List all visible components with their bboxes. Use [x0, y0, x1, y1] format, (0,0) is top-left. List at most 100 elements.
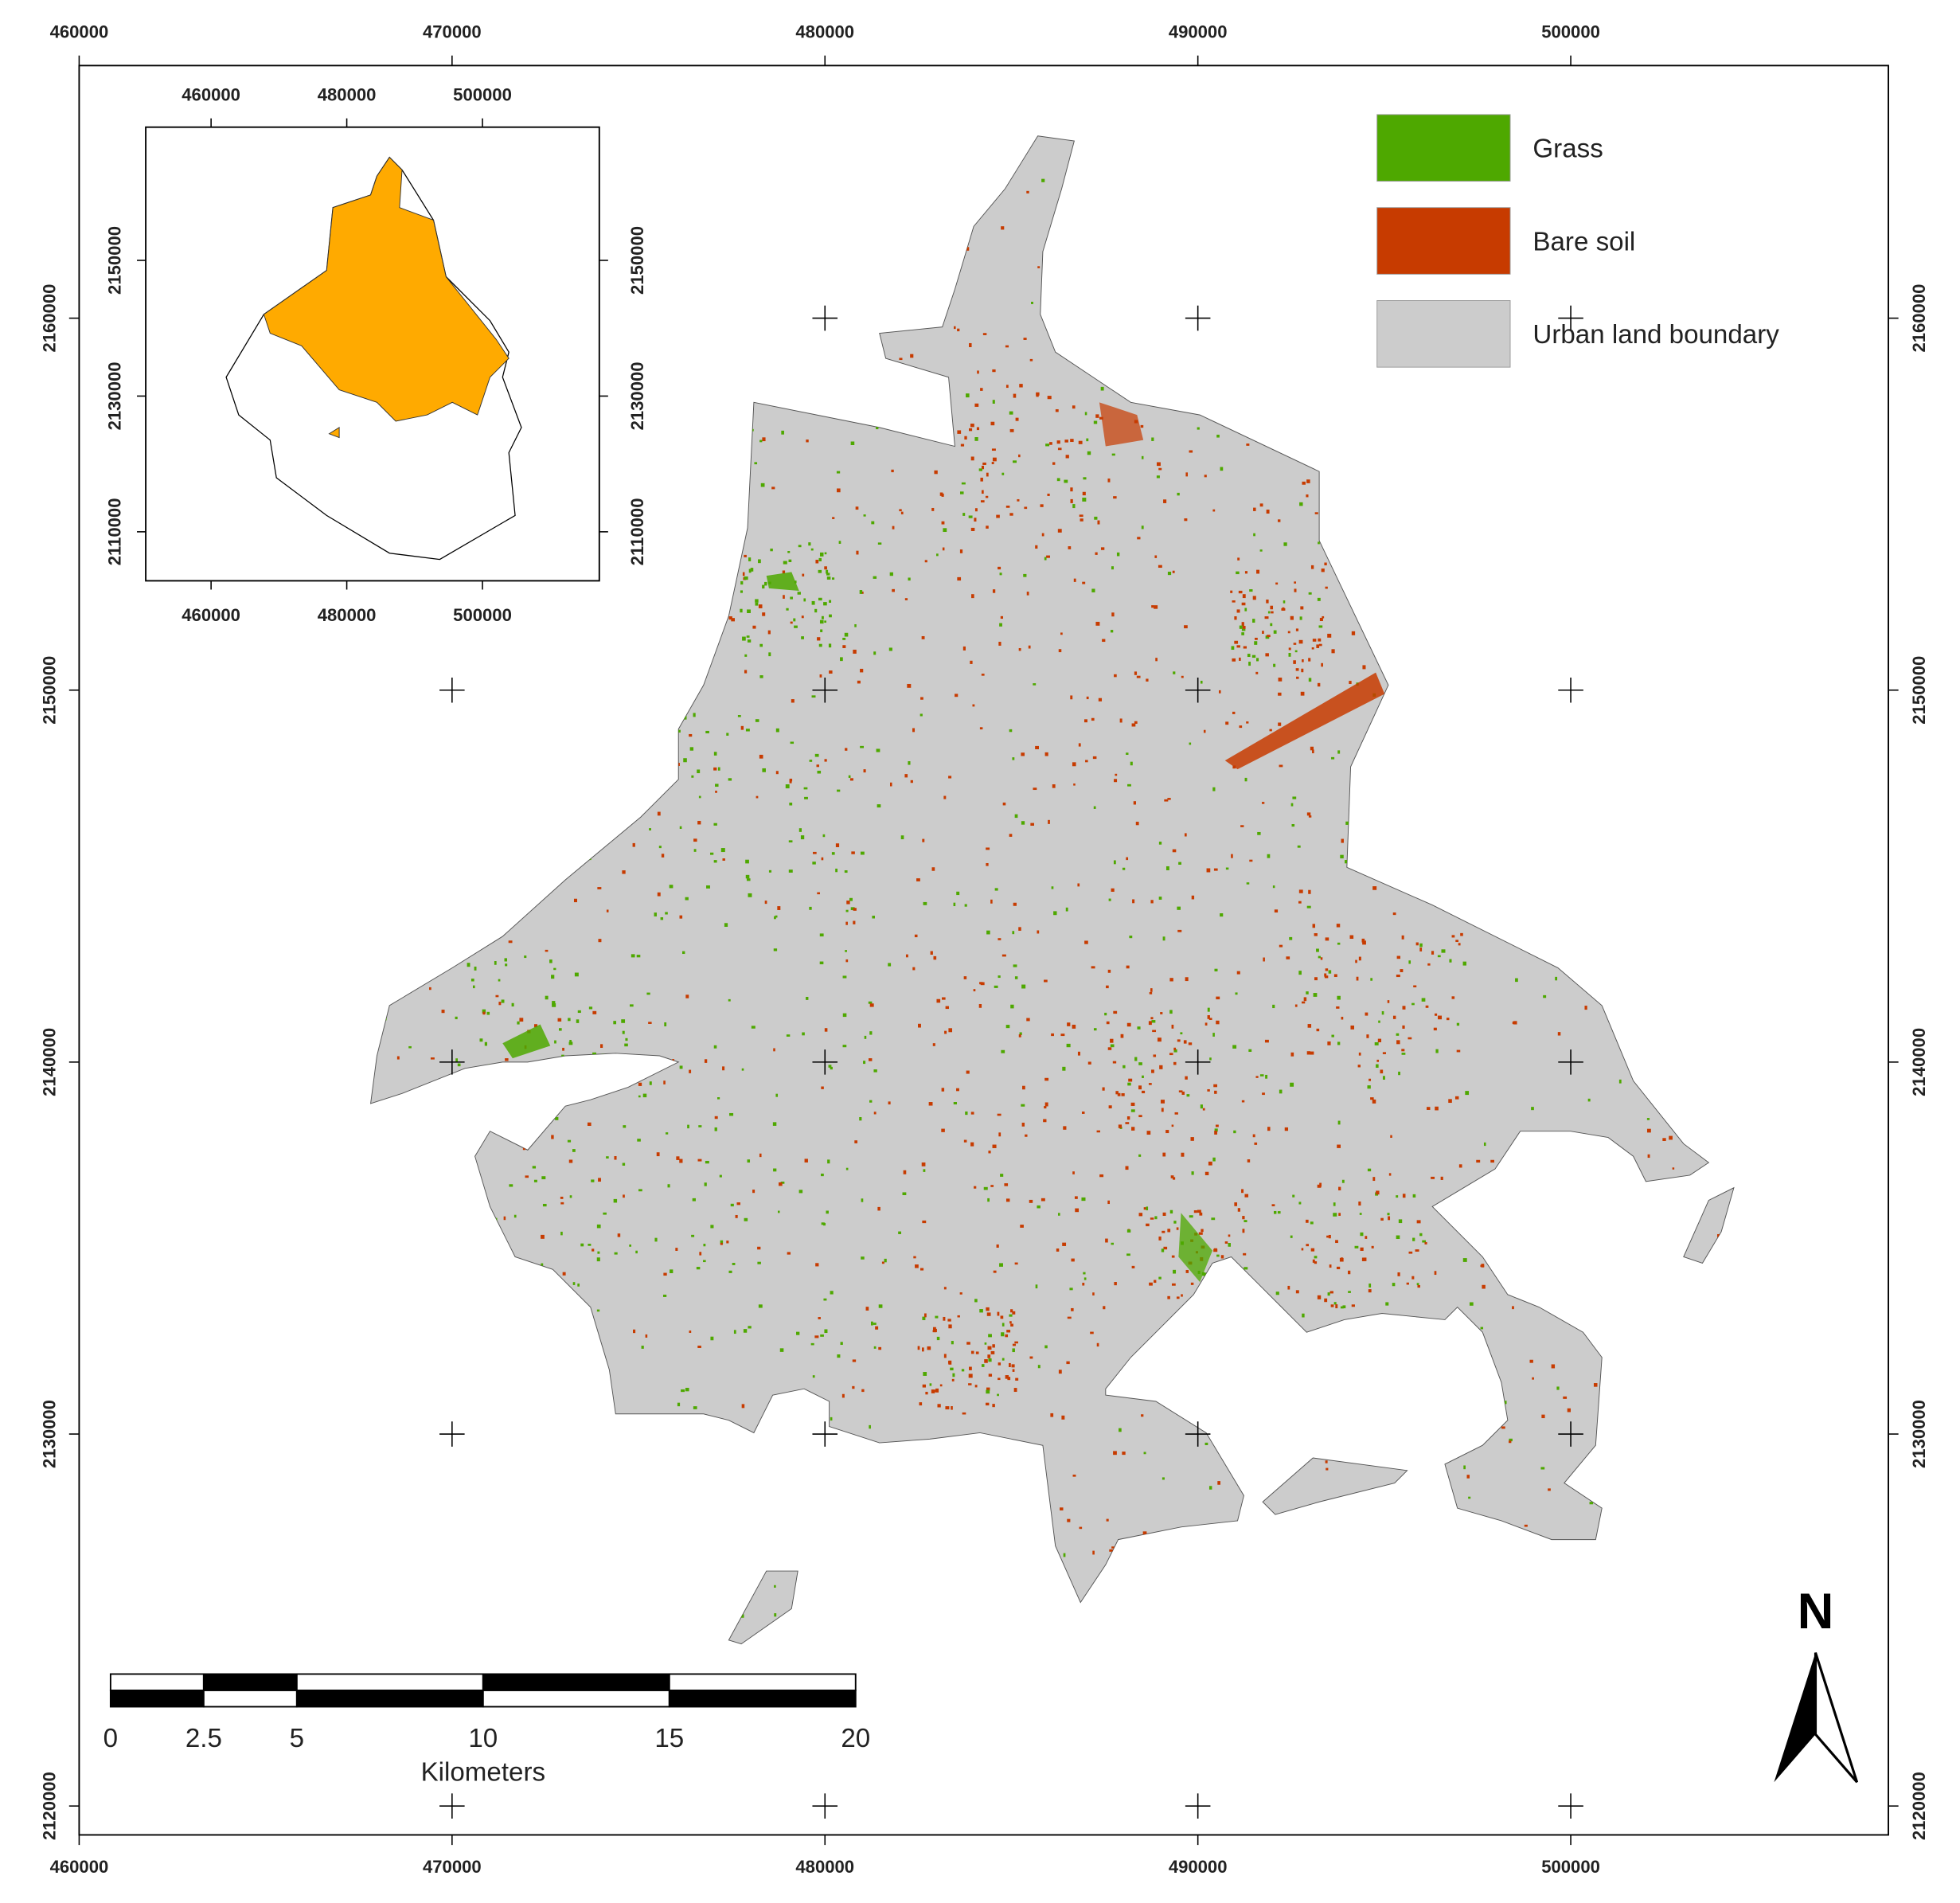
bare-soil-pixel — [1239, 725, 1243, 729]
bare-soil-pixel — [1293, 660, 1296, 664]
grass-pixel — [1083, 477, 1087, 480]
grass-pixel — [542, 1203, 547, 1207]
grass-pixel — [577, 1010, 581, 1014]
grass-pixel — [873, 1346, 877, 1349]
grass-pixel — [1014, 814, 1018, 819]
bare-soil-pixel — [1013, 902, 1017, 906]
bare-soil-pixel — [1512, 1306, 1514, 1310]
grass-pixel — [693, 849, 697, 852]
grass-pixel — [1062, 1066, 1066, 1071]
grass-pixel — [964, 904, 967, 907]
bare-soil-pixel — [892, 588, 895, 592]
bare-soil-pixel — [614, 1155, 617, 1160]
grass-pixel — [1189, 1215, 1193, 1218]
bare-soil-pixel — [1327, 633, 1332, 638]
bare-soil-pixel — [1529, 1359, 1533, 1363]
grass-pixel — [1345, 821, 1349, 825]
y-tick-label: 2140000 — [1909, 1028, 1929, 1096]
bare-soil-pixel — [1142, 1531, 1147, 1536]
bare-soil-pixel — [1349, 681, 1352, 685]
bare-soil-pixel — [937, 1404, 941, 1408]
bare-soil-pixel — [1351, 631, 1356, 635]
grass-pixel — [992, 400, 995, 404]
grass-pixel — [1072, 504, 1076, 509]
bare-soil-pixel — [1185, 1269, 1189, 1273]
grass-pixel — [842, 975, 847, 979]
bare-soil-pixel — [920, 1268, 924, 1271]
grass-pixel — [730, 1203, 734, 1207]
grass-pixel — [824, 552, 827, 555]
grass-pixel — [486, 1011, 490, 1015]
grass-pixel — [821, 1173, 824, 1177]
bare-soil-pixel — [1355, 959, 1357, 963]
bare-soil-pixel — [1105, 1238, 1108, 1243]
bare-soil-pixel — [856, 550, 859, 555]
bare-soil-pixel — [1095, 414, 1099, 418]
grass-pixel — [1267, 854, 1271, 858]
bare-soil-pixel — [1240, 825, 1244, 827]
grass-pixel — [1331, 756, 1335, 760]
bare-soil-pixel — [877, 1206, 880, 1211]
grass-pixel — [826, 576, 831, 580]
grass-pixel — [726, 733, 729, 736]
bare-soil-pixel — [980, 477, 983, 482]
bare-soil-pixel — [1397, 1272, 1400, 1276]
bare-soil-pixel — [1358, 956, 1361, 961]
grass-pixel — [1037, 1205, 1041, 1209]
grass-pixel — [1065, 907, 1068, 912]
grass-pixel — [1111, 1242, 1114, 1245]
bare-soil-pixel — [1174, 1112, 1178, 1115]
bare-soil-pixel — [1086, 696, 1089, 700]
grass-pixel — [691, 1234, 695, 1237]
bare-soil-pixel — [943, 1316, 946, 1321]
grass-pixel — [960, 491, 964, 494]
bare-soil-pixel — [941, 1128, 945, 1132]
bare-soil-pixel — [981, 674, 985, 676]
grass-pixel — [966, 393, 970, 398]
grass-pixel — [798, 828, 802, 832]
bare-soil-pixel — [1126, 1022, 1131, 1027]
bare-soil-pixel — [1232, 600, 1236, 603]
grass-pixel — [1259, 1074, 1264, 1077]
grass-pixel — [498, 979, 501, 982]
bare-soil-pixel — [1188, 1042, 1193, 1045]
grass-pixel — [818, 569, 822, 573]
bare-soil-pixel — [1294, 588, 1297, 592]
bare-soil-pixel — [878, 1346, 882, 1350]
bare-soil-pixel — [1065, 455, 1069, 459]
grass-pixel — [1290, 1235, 1293, 1238]
bare-soil-pixel — [1335, 1240, 1338, 1244]
grass-pixel — [494, 961, 497, 965]
grass-pixel — [1408, 960, 1411, 964]
bare-soil-pixel — [1234, 616, 1237, 620]
bare-soil-pixel — [860, 668, 864, 673]
grass-pixel — [555, 1116, 559, 1120]
bare-soil-pixel — [969, 342, 972, 347]
bare-soil-pixel — [685, 994, 689, 998]
grass-pixel — [1108, 898, 1111, 901]
bare-soil-pixel — [1380, 1217, 1384, 1221]
bare-soil-pixel — [1092, 756, 1097, 760]
bare-soil-pixel — [1025, 1134, 1028, 1137]
grass-pixel — [981, 1364, 985, 1367]
bare-soil-pixel — [1153, 1054, 1157, 1057]
bare-soil-pixel — [970, 456, 974, 461]
bare-soil-pixel — [1018, 454, 1021, 458]
grass-pixel — [679, 1065, 683, 1069]
grass-pixel — [888, 963, 892, 967]
bare-soil-pixel — [1287, 1285, 1290, 1290]
bare-soil-pixel — [1460, 932, 1463, 936]
bare-soil-pixel — [1435, 1013, 1438, 1016]
bare-soil-pixel — [943, 1354, 947, 1358]
bare-soil-pixel — [1253, 507, 1256, 511]
bare-soil-pixel — [1548, 1488, 1551, 1491]
bare-soil-pixel — [1074, 1196, 1078, 1199]
bare-soil-pixel — [1458, 1164, 1462, 1168]
grass-pixel — [596, 1224, 601, 1229]
bare-soil-pixel — [991, 448, 996, 451]
bare-soil-pixel — [1243, 646, 1247, 649]
inset-x-tick-label: 500000 — [453, 605, 512, 625]
bare-soil-pixel — [1246, 444, 1250, 446]
bare-soil-pixel — [992, 1404, 995, 1408]
grass-pixel — [1587, 1098, 1591, 1102]
